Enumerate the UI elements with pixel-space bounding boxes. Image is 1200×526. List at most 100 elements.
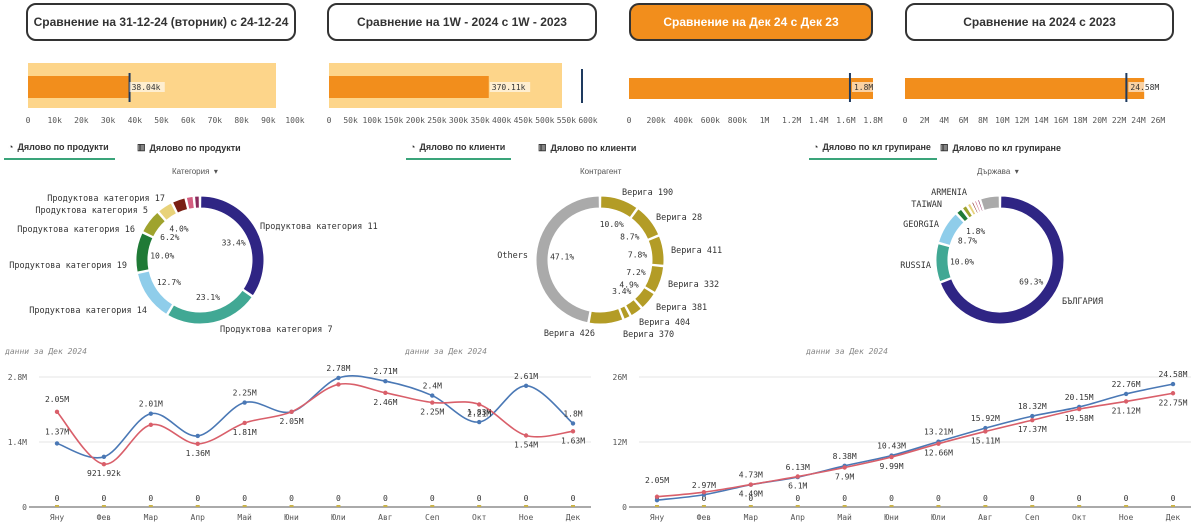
kpi-tick-label: 400k	[674, 116, 693, 125]
series-point	[889, 454, 894, 460]
kpi-tick-label: 800k	[728, 116, 747, 125]
donut-slice	[194, 195, 200, 209]
data-label: 2.25M	[420, 408, 444, 417]
kpi-tick-label: 450k	[514, 116, 533, 125]
monthly-line-chart[interactable]: 0 1.4M 2.8M Яну 0 Фев 0 Мар 0 Апр 0 Май 0 Юни 0 Юли 0 Авг…	[0, 360, 600, 526]
y-tick-label: 0	[22, 503, 27, 512]
data-label: 2.78M	[326, 364, 350, 373]
data-label: 13.21M	[924, 428, 953, 437]
tab-year-compare[interactable]: Сравнение на 2024 с 2023	[905, 3, 1174, 41]
kpi-tick-label: 1.2M	[782, 116, 801, 125]
donut-slice	[200, 195, 265, 297]
tab-groups-pie[interactable]: ◔ Дялово по кл групиране	[809, 142, 937, 160]
tab-groups-bar[interactable]: ▥ Дялово по кл групиране	[940, 142, 1061, 153]
zero-marker	[524, 505, 529, 507]
tab-day-compare[interactable]: Сравнение на 31-12-24 (вторник) с 24-12-…	[26, 3, 296, 41]
donut-slice	[956, 208, 970, 223]
tab-products-bar-label: Дялово по продукти	[149, 142, 241, 153]
x-tick-label: Фев	[97, 513, 111, 522]
donut-slice	[937, 213, 965, 247]
kpi-bars: 38.04k 0 10k 20k 30k 40k 50k 60k 70k 80k 90k 100k 37…	[26, 63, 1165, 125]
tab-clients-bar[interactable]: ▥ Дялово по клиенти	[538, 142, 636, 153]
kpi-tick-label: 70k	[208, 116, 223, 125]
data-label: 2.4M	[423, 382, 442, 391]
tab-products-pie[interactable]: ◔ Дялово по продукти	[4, 142, 115, 160]
zero-marker	[795, 505, 800, 507]
series-point	[289, 409, 294, 415]
groups-donut-chart[interactable]: 69.3% БЪЛГАРИЯ 10.0% RUSSIA 8.7% GEORGIA 1.8% T…	[800, 180, 1200, 345]
donut-slice	[979, 195, 1000, 212]
kpi-tick-label: 14M	[1034, 116, 1049, 125]
clients-donut-chart[interactable]: 10.0% Верига 190 8.7% Верига 28 7.8% Верига 4…	[400, 180, 800, 345]
zero-value-label: 0	[795, 494, 800, 503]
data-label: 921.92k	[87, 469, 121, 478]
kpi-tick-label: 200k	[406, 116, 425, 125]
series-point	[430, 393, 435, 398]
data-label: 1.37M	[45, 427, 69, 436]
x-tick-label: Ное	[1119, 513, 1134, 522]
country-dropdown[interactable]: Държава ▾	[977, 167, 1019, 176]
tab-clients-pie[interactable]: ◔ Дялово по клиенти	[406, 142, 512, 160]
donut-slice-label: Верига 28	[656, 213, 702, 223]
data-note: данни за Дек 2024	[5, 347, 87, 356]
series-point	[54, 409, 60, 415]
zero-marker	[1124, 505, 1129, 507]
data-label: 8.38M	[833, 452, 857, 461]
data-label: 2.97M	[692, 481, 716, 490]
kpi-tick-label: 50k	[154, 116, 169, 125]
category-dropdown[interactable]: Категория ▾	[172, 167, 218, 176]
products-donut-chart[interactable]: 33.4% Продуктова категория 11 23.1% Продукт…	[0, 180, 400, 345]
series-line	[56, 375, 574, 459]
donut-pct-label: 3.4%	[612, 287, 631, 296]
kpi-tick-label: 10M	[995, 116, 1010, 125]
bar-chart-icon: ▥	[538, 142, 547, 152]
data-label: 1.54M	[514, 441, 538, 450]
zero-marker	[148, 505, 153, 507]
series-point	[1170, 381, 1176, 387]
kpi-value-label: 24.58M	[1130, 83, 1159, 92]
kpi-tick-label: 12M	[1015, 116, 1030, 125]
donut-slice	[966, 202, 977, 216]
counterparty-dropdown[interactable]: Контрагент	[580, 167, 621, 176]
donut-slice-label: Верига 381	[656, 303, 707, 313]
kpi-tick-label: 500k	[535, 116, 554, 125]
series-point	[54, 441, 60, 446]
chevron-down-icon: ▾	[1012, 167, 1019, 176]
data-label: 15.92M	[971, 414, 1000, 423]
series-point	[1170, 391, 1176, 396]
tab-week-compare[interactable]: Сравнение на 1W - 2024 с 1W - 2023	[327, 3, 597, 41]
kpi-tick-label: 0	[627, 116, 632, 125]
kpi-tick-label: 550k	[557, 116, 576, 125]
zero-value-label: 0	[1030, 494, 1035, 503]
x-tick-label: Сеп	[1025, 513, 1040, 522]
zero-marker	[1030, 505, 1035, 507]
donut-pct-label: 7.2%	[626, 268, 645, 277]
donut-pct-label: 47.1%	[550, 253, 574, 262]
series-point	[570, 421, 576, 426]
cumulative-line-chart[interactable]: 0 12M 26M Яну 0 Фев 0 Мар 0 Апр 0 Май 0 Юни 0 Юли 0 Авг 0 С…	[600, 360, 1200, 526]
series-point	[101, 454, 107, 460]
x-tick-label: Дек	[566, 513, 581, 522]
zero-marker	[748, 505, 753, 507]
active-tab-underline	[406, 158, 512, 160]
series-point	[195, 433, 200, 439]
tab-month-compare[interactable]: Сравнение на Дек 24 с Дек 23	[629, 3, 873, 41]
zero-value-label: 0	[1171, 494, 1176, 503]
data-label: 2.05M	[279, 417, 303, 426]
kpi-label-bg	[851, 82, 877, 92]
series-point	[1076, 406, 1082, 412]
series-point	[101, 461, 107, 467]
data-label: 2.25M	[233, 389, 257, 398]
zero-value-label: 0	[477, 494, 482, 503]
x-tick-label: Сеп	[425, 513, 440, 522]
donut-slice	[939, 195, 1065, 325]
zero-value-label: 0	[983, 494, 988, 503]
series-point	[1030, 417, 1035, 423]
tab-products-bar[interactable]: ▥ Дялово по продукти	[137, 142, 241, 153]
tab-products-pie-label: Дялово по продукти	[17, 142, 109, 152]
kpi-tick-label: 20k	[74, 116, 89, 125]
donut-slice-label: GEORGIA	[903, 220, 939, 230]
donut-slice	[142, 211, 167, 238]
kpi-tick-label: 300k	[449, 116, 468, 125]
x-tick-label: Мар	[744, 513, 759, 522]
